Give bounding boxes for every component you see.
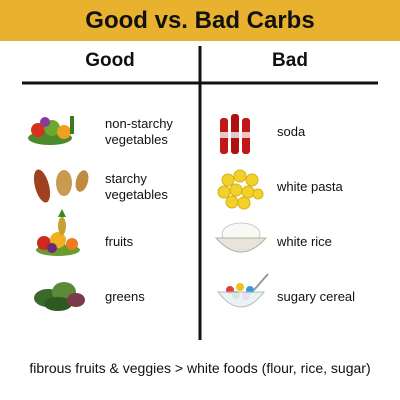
item-label: sugary cereal <box>277 289 356 304</box>
footer: fibrous fruits & veggies > white foods (… <box>29 360 371 376</box>
potato-icon <box>33 169 89 203</box>
column-heading: Bad <box>272 50 308 71</box>
title-band <box>0 0 400 41</box>
cereal-icon <box>216 273 269 308</box>
item-label: white rice <box>277 234 332 249</box>
rice-icon <box>214 222 268 253</box>
item-label: fruits <box>105 234 134 249</box>
item-label: greens <box>105 289 145 304</box>
veg-icon <box>28 116 74 145</box>
fruit-icon <box>36 209 80 256</box>
column-heading: Good <box>85 50 135 71</box>
item-label: soda <box>277 124 306 139</box>
greens-icon <box>34 282 85 311</box>
title: Good vs. Bad Carbs <box>85 7 315 34</box>
item-label: non-starchy vegetables <box>105 116 173 147</box>
pasta-icon <box>217 169 264 210</box>
item-label: white pasta <box>277 179 343 194</box>
soda-icon <box>220 114 250 154</box>
item-label: starchy vegetables <box>105 171 168 202</box>
